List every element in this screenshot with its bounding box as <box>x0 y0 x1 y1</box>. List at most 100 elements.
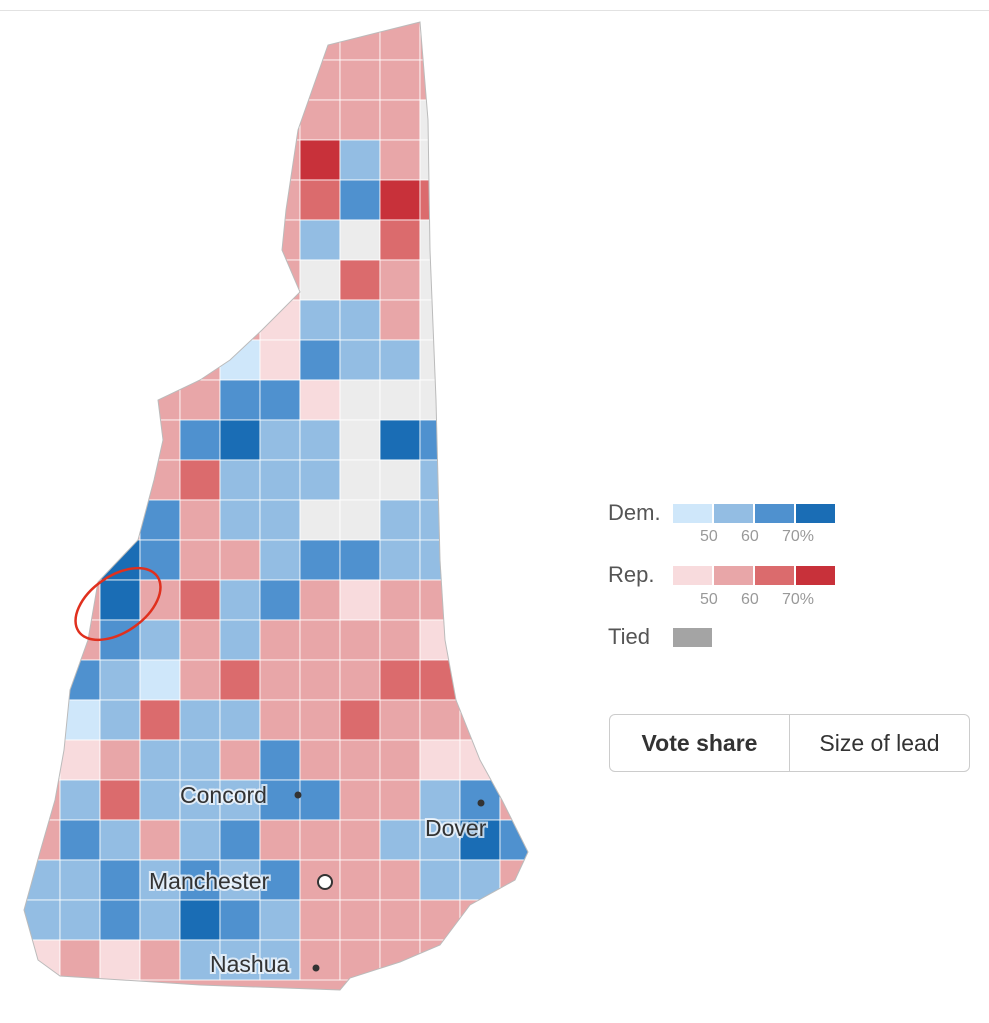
town-cell[interactable] <box>20 20 61 61</box>
town-cell[interactable] <box>299 219 341 261</box>
town-cell[interactable] <box>419 579 461 621</box>
town-cell[interactable] <box>379 699 421 741</box>
town-cell[interactable] <box>219 459 261 501</box>
town-cell[interactable] <box>139 539 181 581</box>
town-cell[interactable] <box>99 699 141 741</box>
town-cell[interactable] <box>99 339 141 381</box>
town-cell[interactable] <box>379 259 421 301</box>
town-cell[interactable] <box>179 659 221 701</box>
town-cell[interactable] <box>20 659 61 701</box>
town-cell[interactable] <box>499 299 540 341</box>
town-cell[interactable] <box>99 179 141 221</box>
town-cell[interactable] <box>459 179 501 221</box>
town-cell[interactable] <box>219 339 261 381</box>
town-cell[interactable] <box>20 499 61 541</box>
town-cell[interactable] <box>339 539 381 581</box>
town-cell[interactable] <box>419 20 461 61</box>
town-cell[interactable] <box>139 99 181 141</box>
town-cell[interactable] <box>219 219 261 261</box>
town-cell[interactable] <box>419 179 461 221</box>
town-cell[interactable] <box>299 379 341 421</box>
town-cell[interactable] <box>139 339 181 381</box>
town-cell[interactable] <box>99 59 141 101</box>
town-cell[interactable] <box>379 139 421 181</box>
town-cell[interactable] <box>219 779 261 821</box>
town-cell[interactable] <box>20 179 61 221</box>
town-cell[interactable] <box>299 20 341 61</box>
town-cell[interactable] <box>499 459 540 501</box>
town-cell[interactable] <box>59 739 101 781</box>
town-cell[interactable] <box>419 379 461 421</box>
town-cell[interactable] <box>299 939 341 981</box>
town-cell[interactable] <box>419 259 461 301</box>
town-cell[interactable] <box>299 779 341 821</box>
town-cell[interactable] <box>59 899 101 941</box>
town-cell[interactable] <box>219 299 261 341</box>
town-cell[interactable] <box>219 579 261 621</box>
town-cell[interactable] <box>459 339 501 381</box>
town-cell[interactable] <box>339 819 381 861</box>
town-cell[interactable] <box>179 339 221 381</box>
town-cell[interactable] <box>499 20 540 61</box>
town-cell[interactable] <box>20 819 61 861</box>
town-cell[interactable] <box>299 339 341 381</box>
town-cell[interactable] <box>259 59 301 101</box>
city-nashua[interactable]: Nashua <box>208 949 320 979</box>
town-cell[interactable] <box>179 99 221 141</box>
town-cell[interactable] <box>499 859 540 901</box>
town-cell[interactable] <box>179 499 221 541</box>
town-cell[interactable] <box>20 739 61 781</box>
town-cell[interactable] <box>99 139 141 181</box>
town-cell[interactable] <box>20 859 61 901</box>
town-cell[interactable] <box>419 99 461 141</box>
town-cell[interactable] <box>459 299 501 341</box>
town-cell[interactable] <box>219 179 261 221</box>
town-cell[interactable] <box>459 419 501 461</box>
town-cell[interactable] <box>20 779 61 821</box>
town-cell[interactable] <box>20 139 61 181</box>
town-cell[interactable] <box>379 179 421 221</box>
town-cell[interactable] <box>179 619 221 661</box>
town-cell[interactable] <box>99 499 141 541</box>
city-concord[interactable]: Concord <box>178 780 302 810</box>
town-cell[interactable] <box>259 179 301 221</box>
town-cell[interactable] <box>179 259 221 301</box>
town-cell[interactable] <box>139 859 181 901</box>
town-cell[interactable] <box>499 739 540 781</box>
town-cell[interactable] <box>59 339 101 381</box>
town-cell[interactable] <box>419 819 461 861</box>
town-cell[interactable] <box>379 59 421 101</box>
town-cell[interactable] <box>139 779 181 821</box>
town-cell[interactable] <box>179 739 221 781</box>
town-cell[interactable] <box>99 659 141 701</box>
town-cell[interactable] <box>419 659 461 701</box>
town-cell[interactable] <box>299 459 341 501</box>
town-cell[interactable] <box>20 379 61 421</box>
town-cell[interactable] <box>219 539 261 581</box>
town-cell[interactable] <box>339 259 381 301</box>
town-cell[interactable] <box>419 739 461 781</box>
town-cell[interactable] <box>379 579 421 621</box>
town-cell[interactable] <box>99 219 141 261</box>
town-cell[interactable] <box>59 459 101 501</box>
town-cell[interactable] <box>219 819 261 861</box>
town-cell[interactable] <box>179 379 221 421</box>
town-cell[interactable] <box>139 819 181 861</box>
town-cell[interactable] <box>339 779 381 821</box>
town-cell[interactable] <box>219 99 261 141</box>
town-cell[interactable] <box>499 139 540 181</box>
town-cell[interactable] <box>139 139 181 181</box>
town-cell[interactable] <box>179 539 221 581</box>
town-cell[interactable] <box>259 859 301 901</box>
town-cell[interactable] <box>139 619 181 661</box>
town-cell[interactable] <box>20 219 61 261</box>
town-cell[interactable] <box>59 939 101 981</box>
town-cell[interactable] <box>219 859 261 901</box>
town-cell[interactable] <box>219 699 261 741</box>
town-cell[interactable] <box>20 459 61 501</box>
town-cell[interactable] <box>20 939 61 981</box>
town-cell[interactable] <box>379 499 421 541</box>
town-cell[interactable] <box>499 699 540 741</box>
town-cell[interactable] <box>259 699 301 741</box>
town-cell[interactable] <box>20 339 61 381</box>
